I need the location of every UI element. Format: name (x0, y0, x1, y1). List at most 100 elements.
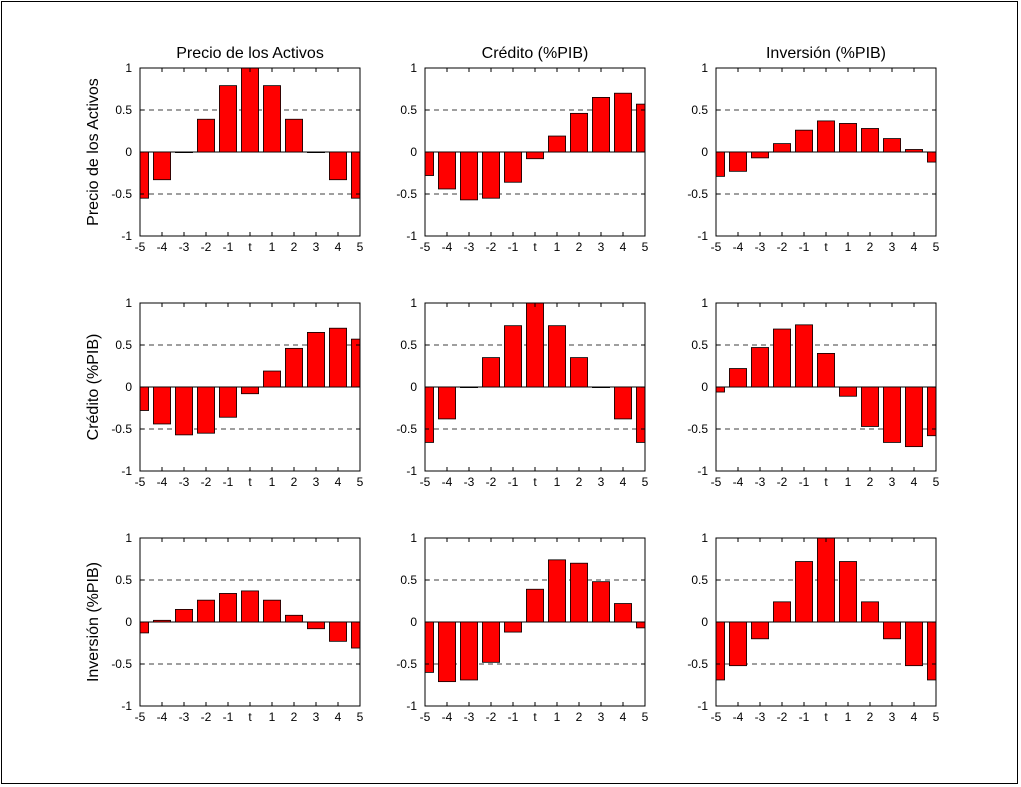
panel-r0-c0-xtick-label: -1 (223, 240, 234, 254)
panel-r0-c1-xtick-label: -4 (442, 240, 453, 254)
panel-r2-c2-bar--5 (716, 621, 725, 681)
panel-r1-c1-xtick-label: -1 (508, 475, 519, 489)
panel-r2-c2-xtick-label: 2 (867, 710, 874, 724)
panel-r2-c1-xtick-label: -3 (464, 710, 475, 724)
panel-r0-c2-xtick-label: -2 (777, 240, 788, 254)
panel-r1-c1-xtick-label: 1 (554, 475, 561, 489)
panel-r1-c2-ytick-label: -0.5 (687, 422, 708, 436)
panel-r1-c0-ytick-label: -0.5 (111, 422, 132, 436)
panel-r2-c1-bar-t (526, 588, 544, 623)
panel-r0-c2-bar-3 (883, 138, 901, 153)
panel-r1-c0-xtick-label: 1 (269, 475, 276, 489)
panel-r2-c2-ytick-label: 0 (701, 615, 708, 629)
panel-r1-c2-bar-1 (839, 386, 857, 397)
panel-r2-c2-xtick-label: -4 (733, 710, 744, 724)
panel-r2-c2-bar--1 (795, 561, 813, 623)
panel-r2-c2-xtick-label: -1 (799, 710, 810, 724)
panel-r2-c2-xtick-label: 1 (845, 710, 852, 724)
panel-r2-c1-ytick-label: 0.5 (400, 573, 417, 587)
panel-r2-c0-bar-2 (285, 614, 303, 623)
panel-r2-c0-bar--3 (175, 609, 193, 623)
panel-r0-c0-xtick-label: 2 (291, 240, 298, 254)
panel-r2-c0-bar-t (241, 590, 259, 623)
panel-r1-c0-bar--2 (197, 386, 215, 434)
panel-r1-c2-xtick-label: 1 (845, 475, 852, 489)
panel-r0-c1-xtick-label: 4 (620, 240, 627, 254)
panel-r1-c0-xtick-label: 5 (357, 475, 364, 489)
panel-r2-c1-xtick-label: 3 (598, 710, 605, 724)
panel-r0-c1-ytick-label: -0.5 (396, 187, 417, 201)
panel-r0-c1-xtick-label: 2 (576, 240, 583, 254)
panel-r1-c1-ytick-label: 0.5 (400, 338, 417, 352)
panel-r2-c2-xtick-label: -3 (755, 710, 766, 724)
panel-r0-c2-ytick-label: 0.5 (691, 103, 708, 117)
panel-r2-c1-bar--3 (460, 621, 478, 681)
panel-r0-c0-xtick-label: -5 (135, 240, 146, 254)
panel-r2-c2-xtick-label: -2 (777, 710, 788, 724)
panel-r1-c2-bar--2 (773, 328, 791, 388)
panel-r0-c1-xtick-label: 3 (598, 240, 605, 254)
panel-r0-c2-xtick-label: 1 (845, 240, 852, 254)
panel-r2-c0-xtick-label: -3 (179, 710, 190, 724)
panel-r1-c1-xtick-label: -5 (420, 475, 431, 489)
panel-r2-c1-bar--1 (504, 621, 522, 633)
panel-r2-c0-bar-4 (329, 621, 347, 642)
panel-r2-c1-xtick-label: -4 (442, 710, 453, 724)
panel-r0-c2-xtick-label: -4 (733, 240, 744, 254)
panel-r0-c0-xtick-label: -3 (179, 240, 190, 254)
panel-r1-c2-ytick-label: 1 (701, 296, 708, 310)
panel-r2-c0-ytick-label: 0.5 (115, 573, 132, 587)
panel-r2-c2-xtick-label: 5 (933, 710, 940, 724)
panel-r0-c0-bar--3 (175, 151, 193, 154)
panel-r2-c1-ytick-label: 1 (410, 531, 417, 545)
panel-r2-c1-xtick-label: -2 (486, 710, 497, 724)
panel-r1-c0-ytick-label: 1 (125, 296, 132, 310)
panel-r0-c1-bar-2 (570, 112, 588, 153)
panel-r1-c0-xtick-label: -4 (157, 475, 168, 489)
panel-r1-c2-xtick-label: -5 (711, 475, 722, 489)
panel-r1-c0-xtick-label: -5 (135, 475, 146, 489)
panel-r0-c0-ytick-label: 0.5 (115, 103, 132, 117)
panel-r0-c0-bar--2 (197, 118, 215, 153)
panel-r1-c0-bar-2 (285, 347, 303, 388)
panel-r1-c1-ytick-label: -1 (406, 464, 417, 478)
panel-r1-c1-bar-1 (548, 325, 566, 388)
panel-r1-c2-xtick-label: 4 (911, 475, 918, 489)
panel-r0-c0-ytick-label: 1 (125, 61, 132, 75)
panel-r1-c0-xtick-label: 3 (313, 475, 320, 489)
panel-r0-c1-bar--1 (504, 151, 522, 183)
panel-r0-c2-xtick-label: t (824, 240, 828, 254)
panel-r1-c2-xtick-label: 3 (889, 475, 896, 489)
panel-r0-c2-bar-t (817, 120, 835, 153)
panel-r0-c0-xtick-label: -2 (201, 240, 212, 254)
panel-r1-c2-bar--1 (795, 324, 813, 388)
panel-r1-c1-ytick-label: -0.5 (396, 422, 417, 436)
panel-r2-c0-xtick-label: 5 (357, 710, 364, 724)
panel-r2-c2-bar-t (817, 538, 835, 623)
panel-r2-c1-ytick-label: -0.5 (396, 657, 417, 671)
panel-r0-c2-ytick-label: -1 (697, 229, 708, 243)
panel-r2-c0-xtick-label: -2 (201, 710, 212, 724)
panel-r1-c0-xtick-label: -2 (201, 475, 212, 489)
panel-r1-c2-ytick-label: 0 (701, 380, 708, 394)
panel-r1-c0-xtick-label: t (248, 475, 252, 489)
panel-r2-c1-xtick-label: 4 (620, 710, 627, 724)
panel-r0-c0-xtick-label: 4 (335, 240, 342, 254)
panel-r1-c0-bar-t (241, 386, 259, 395)
panel-r1-c1-ytick-label: 0 (410, 380, 417, 394)
panel-r2-c0-bar-5 (351, 621, 360, 649)
panel-r1-c0-ytick-label: 0.5 (115, 338, 132, 352)
panel-r0-c0-xtick-label: 5 (357, 240, 364, 254)
panel-r0-c1-xtick-label: -5 (420, 240, 431, 254)
panel-r0-c2-bar-1 (839, 123, 857, 153)
panel-r0-c1-xtick-label: -3 (464, 240, 475, 254)
panel-r2-c1-bar-2 (570, 562, 588, 623)
panel-r1-c1-xtick-label: 2 (576, 475, 583, 489)
panel-r0-c0-bar-4 (329, 151, 347, 181)
column-title-0: Precio de los Activos (176, 45, 324, 62)
panel-r0-c1-ytick-label: -1 (406, 229, 417, 243)
panel-r0-c1-xtick-label: 5 (642, 240, 649, 254)
panel-r1-c1-xtick-label: -2 (486, 475, 497, 489)
panel-r0-c0-bar-t (241, 68, 259, 153)
panel-r1-c1-bar--1 (504, 325, 522, 388)
